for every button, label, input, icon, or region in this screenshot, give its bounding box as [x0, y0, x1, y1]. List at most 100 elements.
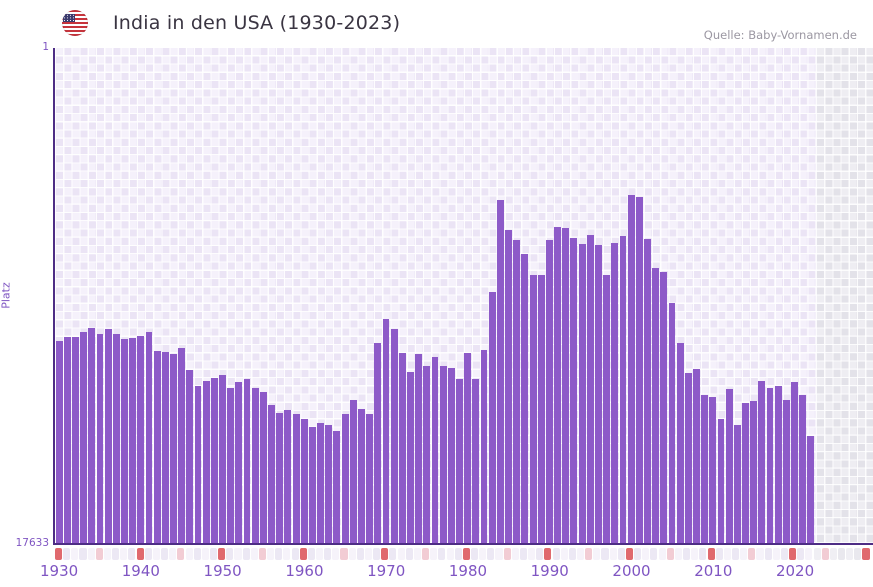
- bar-2020[interactable]: [791, 382, 798, 543]
- bar-1992[interactable]: [562, 228, 570, 543]
- bar-1943[interactable]: [161, 351, 169, 543]
- bar-1959[interactable]: [292, 414, 300, 543]
- strip-cell-2022: [805, 548, 813, 560]
- bar-1948[interactable]: [202, 380, 210, 543]
- bar-2008[interactable]: [693, 368, 700, 543]
- bar-1934[interactable]: [88, 328, 96, 543]
- bar-2018[interactable]: [774, 385, 782, 543]
- bar-2012[interactable]: [725, 389, 733, 543]
- bar-2001[interactable]: [635, 196, 643, 543]
- bar-1964[interactable]: [333, 431, 341, 543]
- bar-1976[interactable]: [431, 356, 439, 543]
- bar-1978[interactable]: [447, 368, 455, 543]
- bar-1931[interactable]: [63, 337, 71, 543]
- bar-1989[interactable]: [537, 275, 545, 543]
- bar-1993[interactable]: [570, 238, 578, 543]
- bar-1944[interactable]: [170, 353, 177, 543]
- bar-2003[interactable]: [652, 268, 660, 543]
- bar-2007[interactable]: [684, 372, 692, 543]
- bar-1938[interactable]: [121, 339, 128, 543]
- bar-1981[interactable]: [472, 379, 480, 543]
- bar-1933[interactable]: [80, 332, 88, 543]
- bar-1957[interactable]: [276, 412, 284, 543]
- bar-1932[interactable]: [71, 337, 79, 543]
- bar-2011[interactable]: [717, 419, 725, 543]
- bar-2014[interactable]: [742, 403, 749, 543]
- bar-cell-2003: [652, 48, 660, 543]
- bar-1988[interactable]: [529, 274, 537, 543]
- bar-1996[interactable]: [594, 245, 602, 543]
- bar-2017[interactable]: [766, 387, 774, 543]
- bar-1946[interactable]: [186, 370, 194, 543]
- strip-cell-1973: [405, 548, 413, 560]
- bar-1994[interactable]: [578, 244, 586, 543]
- bar-1999[interactable]: [619, 236, 627, 543]
- bar-1936[interactable]: [104, 328, 112, 543]
- bar-1969[interactable]: [374, 343, 382, 543]
- bar-1970[interactable]: [382, 318, 390, 543]
- bar-1997[interactable]: [603, 274, 611, 543]
- bar-1974[interactable]: [415, 353, 423, 543]
- bar-2002[interactable]: [644, 238, 651, 543]
- bar-1930[interactable]: [55, 340, 63, 543]
- bar-1986[interactable]: [513, 240, 521, 543]
- bar-2022[interactable]: [807, 436, 815, 543]
- bar-1985[interactable]: [505, 230, 512, 543]
- bar-1951[interactable]: [227, 387, 235, 543]
- bar-1987[interactable]: [521, 254, 529, 543]
- bar-1962[interactable]: [317, 423, 325, 543]
- bar-1940[interactable]: [137, 336, 145, 543]
- bar-2010[interactable]: [709, 397, 717, 543]
- bar-1937[interactable]: [112, 334, 120, 543]
- bar-1973[interactable]: [407, 372, 414, 543]
- bar-1972[interactable]: [398, 353, 406, 543]
- bar-1963[interactable]: [325, 424, 333, 543]
- bar-2015[interactable]: [750, 401, 758, 543]
- bar-2009[interactable]: [701, 394, 709, 543]
- bar-1939[interactable]: [129, 337, 137, 543]
- bar-2016[interactable]: [758, 380, 766, 543]
- bar-1958[interactable]: [284, 410, 292, 543]
- bar-1971[interactable]: [390, 328, 398, 543]
- bar-2000[interactable]: [627, 194, 635, 543]
- bar-1952[interactable]: [235, 382, 243, 543]
- y-axis-line: [53, 48, 55, 545]
- bar-1955[interactable]: [259, 391, 267, 543]
- bar-1935[interactable]: [96, 333, 104, 543]
- bar-2004[interactable]: [660, 271, 668, 543]
- bar-1990[interactable]: [545, 240, 553, 543]
- bar-1960[interactable]: [300, 418, 308, 543]
- bar-1950[interactable]: [219, 375, 226, 543]
- bar-cell-2000: [627, 48, 635, 543]
- bar-1991[interactable]: [554, 226, 562, 543]
- bar-cell-1956: [267, 48, 275, 543]
- bar-1979[interactable]: [456, 378, 463, 543]
- bar-1965[interactable]: [341, 414, 349, 543]
- bar-1954[interactable]: [251, 388, 259, 543]
- bar-1968[interactable]: [366, 414, 374, 543]
- bar-2021[interactable]: [799, 394, 807, 543]
- bar-1961[interactable]: [308, 426, 316, 543]
- bar-1942[interactable]: [153, 351, 161, 543]
- bar-1998[interactable]: [611, 243, 619, 543]
- bar-1995[interactable]: [586, 234, 594, 543]
- bar-1975[interactable]: [423, 365, 431, 543]
- bar-1982[interactable]: [480, 350, 488, 543]
- bar-1967[interactable]: [358, 409, 365, 543]
- bar-1977[interactable]: [439, 365, 447, 543]
- bar-1980[interactable]: [464, 352, 472, 543]
- bar-2006[interactable]: [676, 342, 684, 543]
- bar-2005[interactable]: [668, 303, 676, 543]
- bar-1945[interactable]: [178, 348, 186, 543]
- bar-1953[interactable]: [243, 379, 251, 543]
- bar-2019[interactable]: [782, 399, 790, 543]
- bar-cell-1981: [472, 48, 480, 543]
- bar-2013[interactable]: [733, 424, 741, 543]
- bar-1956[interactable]: [268, 404, 275, 543]
- bar-1984[interactable]: [496, 199, 504, 543]
- bar-1947[interactable]: [194, 385, 202, 543]
- bar-1966[interactable]: [349, 400, 357, 543]
- bar-1983[interactable]: [488, 292, 496, 543]
- bar-1941[interactable]: [145, 332, 153, 543]
- bar-1949[interactable]: [210, 377, 218, 543]
